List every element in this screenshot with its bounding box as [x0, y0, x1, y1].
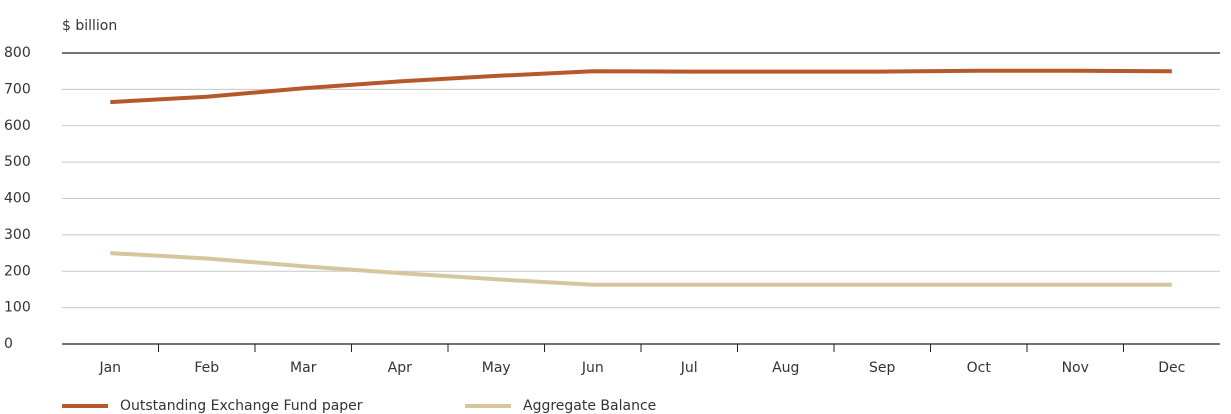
legend-label: Aggregate Balance	[523, 398, 656, 414]
x-tick-label: Dec	[1158, 360, 1185, 376]
x-tick-label: Jun	[581, 360, 604, 376]
x-tick-label: May	[482, 360, 511, 376]
y-tick-label: 800	[4, 45, 31, 61]
x-tick-label: Jul	[680, 360, 698, 376]
x-tick-label: Apr	[388, 360, 412, 376]
x-tick-label: Feb	[194, 360, 219, 376]
x-tick-label: Jan	[98, 360, 121, 376]
legend-label: Outstanding Exchange Fund paper	[120, 398, 363, 414]
x-tick-label: Sep	[869, 360, 896, 376]
y-axis-label: $ billion	[62, 18, 117, 34]
y-tick-label: 400	[4, 191, 31, 207]
x-tick-label: Nov	[1062, 360, 1089, 376]
series-line	[110, 251, 1172, 287]
y-tick-label: 600	[4, 118, 31, 134]
y-tick-label: 0	[4, 336, 13, 352]
y-tick-label: 500	[4, 154, 31, 170]
y-tick-label: 300	[4, 227, 31, 243]
x-tick-label: Mar	[290, 360, 317, 376]
x-tick-label: Oct	[967, 360, 992, 376]
y-tick-label: 200	[4, 263, 31, 279]
y-tick-label: 700	[4, 81, 31, 97]
x-tick-label: Aug	[772, 360, 799, 376]
series-line	[110, 68, 1172, 105]
y-tick-label: 100	[4, 300, 31, 316]
